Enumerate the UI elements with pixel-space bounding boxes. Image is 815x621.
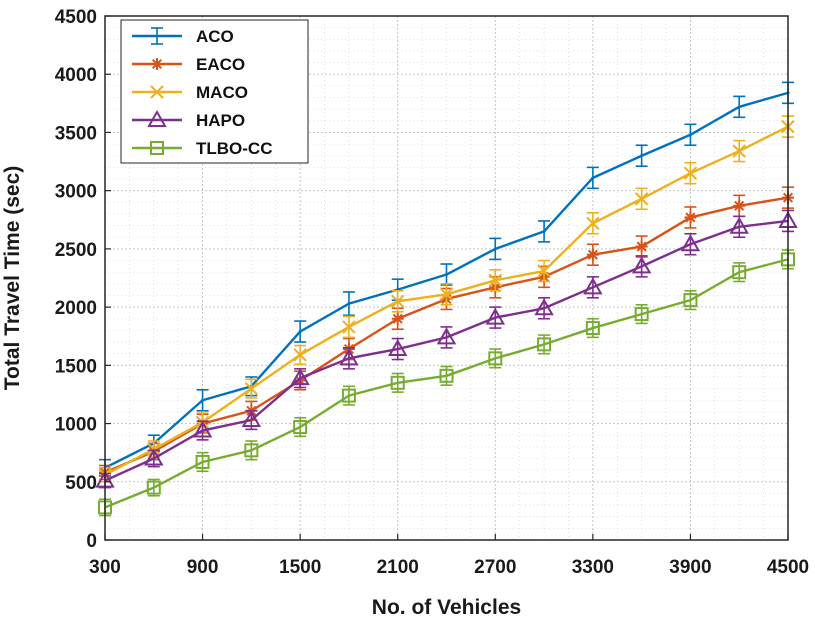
y-tick-label: 1500 bbox=[55, 356, 97, 377]
data-point bbox=[445, 273, 448, 277]
y-tick-label: 0 bbox=[86, 531, 97, 552]
legend-label: MACO bbox=[196, 83, 248, 102]
x-tick-label: 300 bbox=[89, 557, 121, 578]
legend-marker bbox=[150, 141, 164, 155]
data-point bbox=[732, 265, 747, 280]
data-point bbox=[293, 420, 308, 435]
data-point bbox=[488, 273, 502, 288]
data-point bbox=[391, 294, 405, 308]
data-point bbox=[733, 199, 746, 212]
data-point bbox=[342, 320, 356, 334]
data-point bbox=[201, 398, 205, 402]
data-point bbox=[391, 312, 404, 325]
legend-label: HAPO bbox=[196, 111, 245, 130]
data-point bbox=[347, 302, 351, 306]
legend-item-hapo: HAPO bbox=[132, 109, 245, 130]
legend-label: ACO bbox=[196, 27, 234, 46]
x-axis-label: No. of Vehicles bbox=[372, 596, 521, 619]
data-point bbox=[537, 337, 552, 352]
data-point bbox=[586, 248, 599, 261]
data-point bbox=[339, 348, 359, 366]
data-point bbox=[195, 454, 210, 469]
y-tick-label: 3000 bbox=[55, 182, 97, 203]
data-point bbox=[244, 381, 259, 396]
series-line-hapo bbox=[104, 219, 789, 482]
data-point bbox=[683, 166, 698, 180]
data-point bbox=[537, 264, 551, 278]
x-tick-label: 2700 bbox=[474, 557, 516, 578]
y-tick-label: 2000 bbox=[55, 298, 97, 319]
y-tick-label: 3500 bbox=[55, 123, 97, 144]
y-tick-label: 1000 bbox=[55, 415, 97, 436]
data-point bbox=[144, 448, 164, 466]
axis-ticks: 300 900 1500 2100 2700 3300 3900 4500 0 500 1000 15… bbox=[55, 7, 809, 578]
data-point bbox=[640, 154, 644, 158]
plot-frame bbox=[104, 15, 789, 541]
data-point bbox=[534, 298, 554, 316]
x-tick-label: 1500 bbox=[279, 557, 321, 578]
y-tick-label: 2500 bbox=[55, 240, 97, 261]
data-point bbox=[493, 247, 497, 251]
data-point bbox=[634, 192, 649, 206]
data-point bbox=[436, 327, 457, 345]
data-point bbox=[585, 321, 600, 336]
x-tick-label: 900 bbox=[187, 557, 219, 578]
x-tick-label: 2100 bbox=[377, 557, 419, 578]
data-point bbox=[290, 368, 310, 386]
y-tick-label: 4500 bbox=[55, 7, 97, 28]
data-point bbox=[146, 480, 161, 495]
data-point bbox=[485, 307, 506, 325]
x-tick-label: 4500 bbox=[767, 557, 809, 578]
y-tick-label: 4000 bbox=[55, 65, 97, 86]
data-point bbox=[586, 216, 600, 230]
data-point bbox=[439, 287, 454, 302]
legend: ACO EACO MACO HAPO TLBO-CC bbox=[120, 19, 309, 164]
data-point bbox=[631, 256, 652, 274]
data-point bbox=[634, 307, 649, 322]
legend-label: EACO bbox=[196, 55, 245, 74]
data-point bbox=[688, 133, 692, 137]
data-point bbox=[542, 229, 546, 233]
data-point bbox=[192, 420, 213, 438]
data-point bbox=[293, 348, 307, 362]
data-point bbox=[591, 176, 595, 180]
series-line-tlbo-cc bbox=[104, 258, 789, 509]
legend-item-tlbo-cc: TLBO-CC bbox=[132, 139, 272, 158]
legend-marker bbox=[150, 85, 164, 99]
data-point bbox=[635, 240, 648, 253]
data-point bbox=[341, 388, 356, 403]
legend-item-maco: MACO bbox=[132, 83, 248, 102]
y-axis-label: Total Travel Time (sec) bbox=[1, 166, 24, 390]
data-point bbox=[680, 234, 701, 252]
data-point bbox=[241, 410, 262, 428]
data-point bbox=[684, 211, 697, 224]
legend-label: TLBO-CC bbox=[196, 139, 272, 158]
x-tick-label: 3900 bbox=[669, 557, 711, 578]
legend-marker bbox=[147, 109, 167, 127]
data-point bbox=[298, 330, 302, 334]
legend-marker bbox=[151, 58, 163, 70]
y-tick-label: 500 bbox=[65, 473, 97, 494]
data-point bbox=[737, 105, 741, 109]
data-point bbox=[729, 216, 749, 234]
x-tick-label: 3300 bbox=[572, 557, 614, 578]
data-point bbox=[732, 144, 746, 158]
data-point bbox=[583, 277, 603, 295]
data-point bbox=[387, 339, 408, 357]
legend-item-eaco: EACO bbox=[132, 55, 245, 74]
data-point bbox=[683, 293, 698, 308]
data-point bbox=[488, 351, 503, 366]
legend-item-aco: ACO bbox=[132, 27, 234, 46]
data-point bbox=[244, 443, 259, 458]
data-point bbox=[439, 368, 454, 383]
data-point bbox=[390, 375, 405, 390]
